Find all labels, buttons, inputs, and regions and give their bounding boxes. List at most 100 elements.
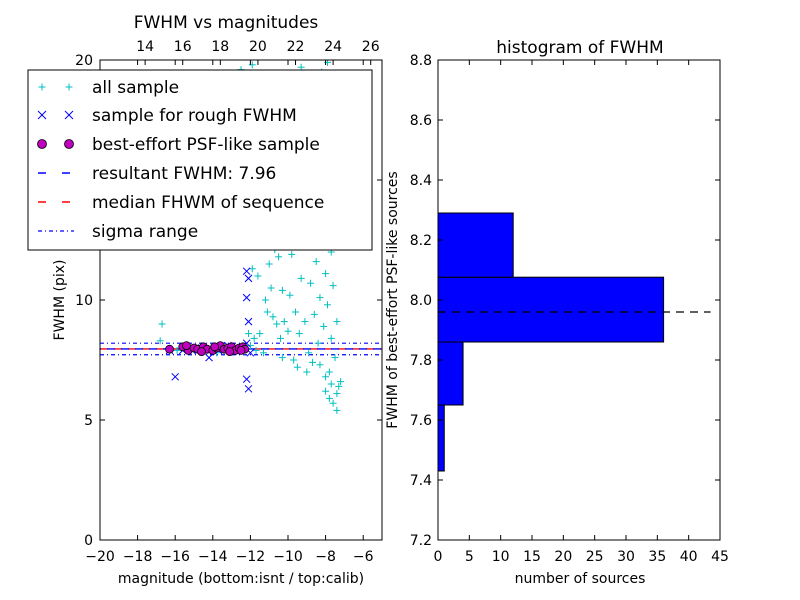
psf-sample-point [182, 341, 191, 351]
legend-psf-marker-2 [64, 139, 74, 149]
rough-sample-point-b [242, 267, 251, 276]
left-y-tick-label: 20 [75, 53, 93, 69]
rough-sample-point-b [171, 372, 180, 381]
legend-rough-marker-1-b [37, 110, 47, 120]
all-sample-point [286, 291, 294, 299]
rough-sample-point-b [244, 317, 253, 326]
all-sample-point [297, 274, 305, 282]
all-sample-point [322, 373, 330, 381]
left-x-tick-label: −16 [160, 549, 190, 565]
all-sample-point [293, 363, 301, 371]
legend-rough-marker-2-b [64, 110, 74, 120]
all-sample-point [310, 310, 318, 318]
rough-sample-point-b [242, 375, 251, 384]
legend-psf-marker-1 [37, 139, 47, 149]
all-sample-point [261, 296, 269, 304]
fwhm-histogram-panel: 0 5 10 15 20 25 30 35 40 45 7.2 7.4 7.6 7.8 8.0 8.2 8.4 8… [385, 38, 729, 587]
right-x-tick-label: 45 [711, 549, 729, 565]
right-y-tick-label: 7.2 [410, 533, 432, 549]
all-sample-point [275, 253, 283, 261]
all-sample-point [322, 270, 330, 278]
fwhm-vs-magnitude-panel: −20 −18 −16 −14 −12 −10 −8 −6 14 16 18 20 22 24 26 0 5 10… [27, 13, 383, 587]
right-x-tick-label: 40 [680, 549, 698, 565]
legend-all-sample-marker-1 [38, 83, 46, 91]
all-sample-point [252, 346, 260, 354]
all-sample-point [246, 342, 254, 350]
right-x-tick-label: 20 [554, 549, 572, 565]
histogram-bar [437, 276, 665, 343]
all-sample-point [305, 349, 313, 357]
all-sample-point [314, 339, 322, 347]
legend-entry-psf-sample: best-effort PSF-like sample [92, 135, 320, 155]
all-sample-point [303, 368, 311, 376]
histogram-bar [437, 341, 464, 406]
left-ticks: −20 −18 −16 −14 −12 −10 −8 −6 14 16 18 20 22 24 26 0 5 10… [75, 39, 382, 565]
right-ticks: 0 5 10 15 20 25 30 35 40 45 7.2 7.4 7.6 7.8 8.0 8.2 8.4 8… [410, 53, 729, 565]
all-sample-point [260, 349, 268, 357]
right-y-tick-label: 7.8 [410, 353, 432, 369]
rough-sample-point [244, 274, 253, 283]
all-sample-point [254, 272, 262, 280]
right-x-tick-label: 15 [523, 549, 541, 565]
right-x-tick-label: 30 [617, 549, 635, 565]
all-sample-point [327, 380, 335, 388]
rough-sample-point [242, 267, 251, 276]
all-sample-point [278, 286, 286, 294]
left-y-tick-label: 10 [75, 293, 93, 309]
all-sample-point [331, 354, 339, 362]
all-sample-point [245, 330, 253, 338]
rough-sample-point [242, 293, 251, 302]
left-y-axis-label: FWHM (pix) [52, 260, 68, 341]
rough-sample-point [244, 317, 253, 326]
legend-entry-all-sample: all sample [92, 78, 179, 98]
all-sample-point [288, 250, 296, 258]
left-y-tick-label: 5 [84, 413, 93, 429]
all-sample-point [327, 334, 335, 342]
left-x-tick-label: −12 [236, 549, 266, 565]
all-sample-point [265, 260, 273, 268]
legend-rough-marker-1 [37, 110, 47, 120]
right-y-tick-label: 8.8 [410, 53, 432, 69]
rough-sample-point-b [244, 384, 253, 393]
all-sample-point [284, 327, 292, 335]
psf-sample-point [225, 347, 235, 357]
right-y-tick-label: 8.2 [410, 233, 432, 249]
legend-symbols [37, 83, 74, 232]
all-sample-point [329, 399, 337, 407]
all-sample-point [333, 318, 341, 326]
psf-sample-point [210, 342, 220, 352]
all-sample-point [312, 258, 320, 266]
legend-rough-marker-2 [64, 110, 74, 120]
all-sample-point [333, 390, 341, 398]
all-sample-point [173, 346, 181, 354]
rough-sample-point-b [205, 353, 213, 362]
all-sample-point [156, 337, 164, 345]
right-x-tick-label: 10 [492, 549, 510, 565]
legend-all-sample-marker-2 [65, 83, 73, 91]
rough-sample-point [205, 353, 213, 362]
legend-entry-rough-sample: sample for rough FWHM [92, 106, 297, 126]
rough-sample-point [242, 375, 251, 384]
all-sample-point [325, 368, 333, 376]
top-x-tick-label: 26 [362, 39, 380, 55]
top-x-tick-label: 16 [174, 39, 192, 55]
right-y-tick-label: 7.6 [410, 413, 432, 429]
all-sample-point [250, 334, 258, 342]
top-x-tick-label: 18 [211, 39, 229, 55]
all-sample-point [158, 320, 166, 328]
all-sample-point [280, 318, 288, 326]
psf-sample-point [165, 344, 174, 354]
all-sample-point [307, 279, 315, 287]
rough-sample-point-b [242, 293, 251, 302]
rough-sample-point-b [246, 348, 255, 357]
all-sample-point [333, 406, 341, 414]
top-x-tick-label: 24 [324, 39, 342, 55]
all-sample-point [278, 354, 286, 362]
all-sample-point [316, 361, 324, 369]
top-x-tick-label: 22 [287, 39, 305, 55]
histogram-bar [437, 404, 445, 472]
all-sample-point [322, 387, 330, 395]
all-sample-point [295, 330, 303, 338]
all-sample-point [301, 318, 309, 326]
right-y-tick-label: 8.4 [410, 173, 432, 189]
